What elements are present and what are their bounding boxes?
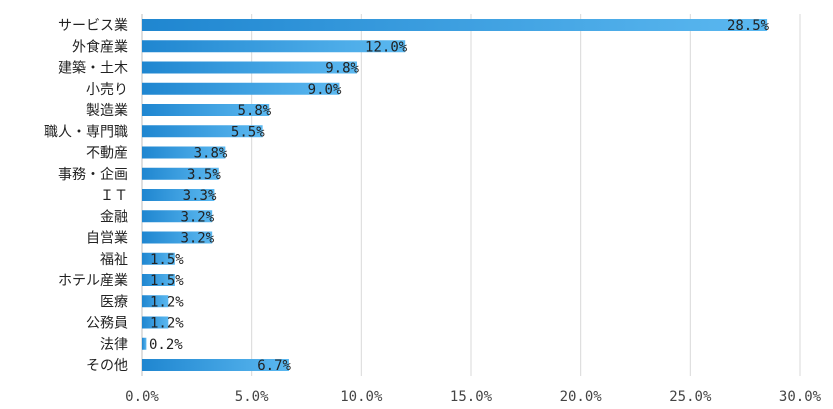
category-label: 自営業 — [86, 231, 128, 247]
category-label: 小売り — [86, 82, 128, 98]
data-label: 1.5% — [150, 252, 184, 268]
bar — [142, 82, 340, 95]
data-label: 0.2% — [149, 337, 183, 353]
x-tick-label: 20.0% — [560, 389, 603, 405]
bar — [142, 40, 406, 53]
data-label: 1.2% — [150, 294, 184, 310]
category-label: ホテル産業 — [58, 273, 128, 289]
data-label: 28.5% — [727, 18, 770, 34]
bar — [142, 189, 215, 201]
category-label: 医療 — [100, 293, 128, 310]
category-label: ＩＴ — [100, 188, 128, 204]
x-tick-label: 5.0% — [235, 389, 269, 405]
category-label: 福祉 — [100, 252, 128, 268]
category-label: 製造業 — [86, 103, 128, 119]
data-label: 3.2% — [180, 209, 214, 225]
bar — [142, 274, 175, 286]
data-label: 9.8% — [325, 61, 359, 77]
data-label: 3.8% — [194, 146, 228, 162]
bar — [142, 146, 226, 159]
x-tick-label: 10.0% — [340, 389, 383, 405]
data-label: 1.2% — [150, 316, 184, 332]
data-label: 3.3% — [183, 188, 217, 204]
bar — [142, 231, 213, 244]
category-label: 金融 — [100, 209, 128, 225]
bar — [142, 210, 213, 223]
bar — [142, 337, 147, 350]
x-tick-label: 15.0% — [450, 389, 493, 405]
bar — [142, 61, 357, 74]
bar — [142, 104, 270, 116]
category-label: 建築・土木 — [58, 61, 128, 77]
data-label: 5.5% — [231, 124, 265, 140]
data-label: 3.5% — [187, 167, 221, 183]
x-tick-label: 25.0% — [669, 389, 712, 405]
x-tick-label: 0.0% — [125, 389, 159, 405]
data-label: 5.8% — [237, 103, 271, 119]
category-label: 外食産業 — [72, 38, 128, 55]
category-label: 職人・専門職 — [44, 124, 128, 140]
category-label: その他 — [86, 358, 128, 374]
x-tick-label: 30.0% — [779, 389, 822, 405]
data-label: 6.7% — [257, 358, 291, 374]
bar — [142, 19, 768, 31]
data-label: 12.0% — [365, 39, 408, 55]
bar — [142, 252, 175, 265]
bar — [142, 295, 169, 308]
bar — [142, 167, 219, 180]
bar — [142, 125, 263, 138]
category-label: 公務員 — [86, 316, 128, 332]
data-label: 1.5% — [150, 273, 184, 289]
data-label: 3.2% — [180, 231, 214, 247]
category-label: 事務・企画 — [58, 166, 128, 183]
data-label: 9.0% — [308, 82, 342, 98]
bar — [142, 316, 169, 329]
category-label: サービス業 — [58, 18, 128, 34]
bar — [142, 359, 289, 371]
category-label: 不動産 — [86, 146, 128, 162]
category-label: 法律 — [100, 337, 128, 353]
